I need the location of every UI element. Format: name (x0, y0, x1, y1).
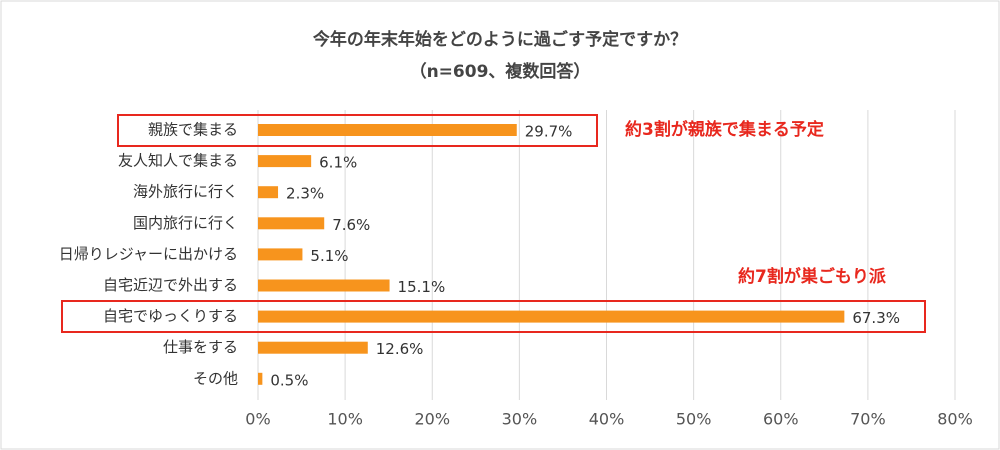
x-tick-label: 20% (414, 410, 450, 429)
value-label: 0.5% (270, 371, 308, 389)
y-tick-label: 日帰りレジャーに出かける (59, 245, 238, 263)
bar (258, 248, 303, 261)
annotation: 約3割が親族で集まる予定 (625, 119, 824, 140)
highlight-box (117, 114, 598, 147)
chart-subtitle: （n=609、複数回答） (410, 61, 591, 82)
value-label: 29.7% (525, 123, 573, 141)
bar (258, 186, 279, 199)
bar (258, 155, 312, 168)
x-tick-label: 30% (502, 410, 538, 429)
bar (258, 279, 390, 292)
bar (258, 217, 325, 230)
x-tick-label: 60% (763, 410, 799, 429)
x-tick-label: 40% (589, 410, 625, 429)
value-label: 5.1% (310, 247, 348, 265)
x-tick-label: 70% (850, 410, 886, 429)
annotation: 約7割が巣ごもり派 (738, 266, 887, 287)
x-tick-label: 10% (327, 410, 363, 429)
bars: 親族で集まる 29.7% 友人知人で集まる 6.1% 海外旅行に行く 2.3% 国内旅行に行… (59, 121, 900, 390)
y-tick-label: 国内旅行に行く (133, 214, 238, 232)
y-tick-label: その他 (193, 369, 238, 387)
value-label: 12.6% (376, 340, 424, 358)
x-tick-label: 50% (676, 410, 712, 429)
value-label: 67.3% (852, 309, 900, 327)
x-tick-label: 80% (937, 410, 973, 429)
highlight-box (61, 300, 926, 333)
value-label: 2.3% (286, 185, 324, 203)
bar (258, 341, 368, 354)
y-tick-label: 友人知人で集まる (118, 152, 238, 170)
x-tick-label: 0% (245, 410, 270, 429)
bar (258, 372, 263, 385)
value-label: 15.1% (398, 278, 446, 296)
chart-title: 今年の年末年始をどのように過ごす予定ですか？ (313, 29, 687, 50)
value-label: 7.6% (332, 216, 370, 234)
y-tick-label: 親族で集まる (148, 121, 238, 139)
bar (258, 310, 845, 323)
y-tick-label: 自宅近辺で外出する (103, 276, 238, 294)
y-tick-label: 自宅でゆっくりする (103, 307, 238, 325)
bar (258, 124, 517, 136)
y-tick-label: 海外旅行に行く (133, 183, 238, 201)
y-tick-label: 仕事をする (163, 338, 238, 356)
value-label: 6.1% (319, 154, 357, 172)
